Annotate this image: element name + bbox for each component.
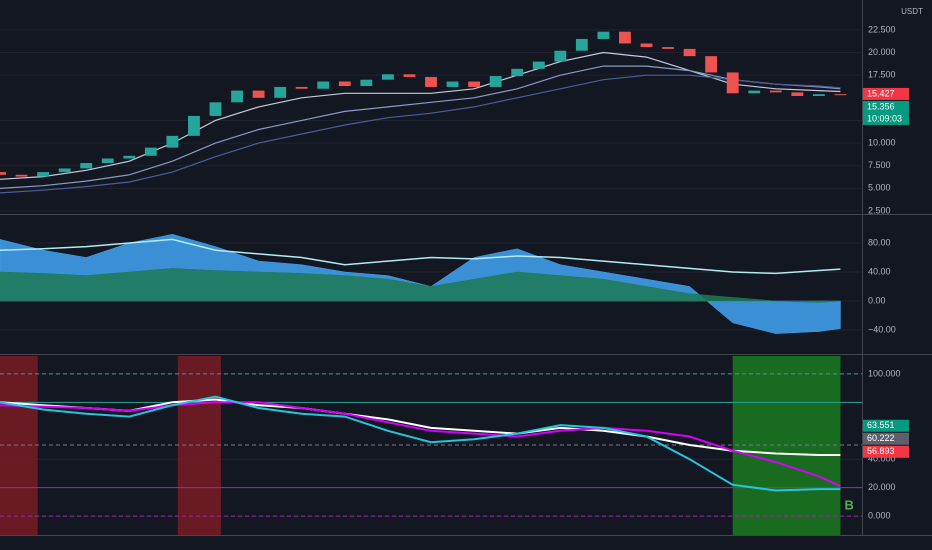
candle (511, 68, 524, 77)
candle (15, 174, 28, 177)
value-label-box (863, 432, 909, 445)
area (0, 268, 841, 303)
y-tick-label: 0.000 (868, 510, 891, 520)
value-label: 15.356 (867, 101, 895, 111)
line (0, 238, 841, 275)
candle (101, 158, 114, 164)
y-tick-label: 17.500 (868, 70, 896, 80)
candle (683, 48, 696, 57)
candle (425, 76, 437, 87)
candle (640, 43, 653, 48)
value-label: 60.222 (867, 433, 895, 443)
candle (360, 79, 373, 87)
value-label-box (863, 87, 909, 100)
value-label-box (863, 445, 909, 458)
y-tick-label: 20.000 (868, 482, 896, 492)
candle (0, 172, 6, 175)
labels: 2.5005.0007.50010.00012.50017.50020.0002… (844, 24, 909, 520)
line (0, 398, 841, 456)
value-label-box (863, 419, 909, 432)
candle (188, 115, 200, 136)
value-label: 15.427 (867, 88, 895, 98)
ribbon-line (0, 74, 841, 194)
line (0, 401, 841, 488)
candle (123, 155, 136, 159)
candle (726, 72, 739, 94)
y-tick-label: 2.500 (868, 205, 891, 215)
candle (489, 76, 502, 87)
line (0, 395, 841, 492)
y-tick-label: 20.000 (868, 47, 896, 57)
candle (338, 81, 351, 87)
candle (231, 90, 243, 103)
y-tick-label: 22.500 (868, 24, 896, 34)
candle (662, 47, 674, 49)
candle (58, 168, 71, 173)
candle (209, 102, 222, 116)
candle (791, 92, 804, 96)
y-tick-label: 0.00 (868, 295, 886, 305)
value-label-box (863, 100, 909, 125)
candle (295, 86, 308, 89)
annotation: B (844, 498, 853, 513)
candle (144, 147, 157, 156)
marks (0, 31, 862, 517)
y-tick-label: 7.500 (868, 160, 891, 170)
candle (446, 81, 459, 87)
candle (317, 81, 330, 89)
candle (252, 90, 265, 98)
currency-label: USDT (901, 7, 923, 16)
candle (468, 81, 481, 87)
value-label: 63.551 (867, 420, 895, 430)
candle (575, 38, 588, 51)
y-tick-label: 100.000 (868, 368, 901, 378)
candle (619, 31, 631, 44)
candle (37, 172, 50, 177)
time-label: 10:09:03 (867, 113, 902, 123)
y-tick-label: 40.000 (868, 454, 896, 464)
value-label: 56.893 (867, 446, 895, 456)
y-tick-label: 80.00 (868, 237, 891, 247)
y-tick-label: 5.000 (868, 183, 891, 193)
candle (80, 163, 93, 169)
y-tick-label: −40.00 (868, 324, 896, 334)
ribbon-line (0, 65, 841, 189)
candle (597, 31, 610, 39)
y-tick-label: 10.000 (868, 137, 896, 147)
candle (834, 94, 847, 96)
candle (554, 50, 567, 62)
zone (0, 356, 38, 535)
candle (748, 90, 761, 94)
ribbon-line (0, 51, 841, 180)
candle (812, 94, 825, 96)
candle (532, 61, 545, 69)
area (0, 234, 841, 334)
candle (403, 74, 416, 77)
candle (705, 56, 718, 73)
y-tick-label: 40.00 (868, 266, 891, 276)
candle (166, 135, 179, 148)
candle (381, 74, 394, 80)
candle (769, 90, 782, 93)
candle (274, 86, 287, 98)
